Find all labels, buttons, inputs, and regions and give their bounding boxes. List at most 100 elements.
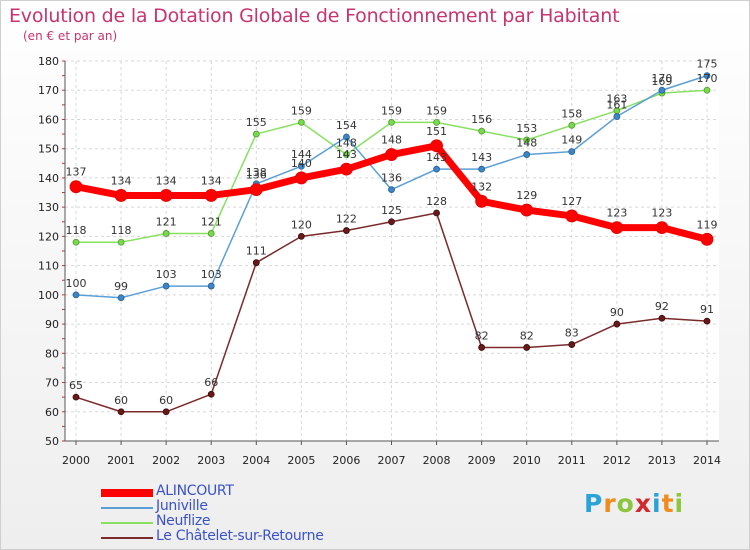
data-label: 65 — [69, 379, 83, 392]
x-tick-label: 2003 — [197, 454, 225, 467]
data-label: 100 — [66, 277, 87, 290]
data-label: 121 — [201, 215, 222, 228]
data-point — [658, 314, 666, 322]
data-point — [433, 165, 440, 173]
y-tick-label: 150 — [38, 143, 59, 156]
y-tick-label: 70 — [45, 377, 59, 390]
data-label: 154 — [336, 119, 357, 132]
proxiti-logo: Proxiti — [584, 489, 684, 518]
data-label: 134 — [111, 174, 132, 187]
data-point — [162, 230, 170, 237]
data-label: 148 — [336, 137, 357, 150]
data-point — [430, 139, 443, 153]
data-label: 136 — [246, 169, 267, 182]
data-point — [703, 72, 711, 80]
data-label: 156 — [471, 113, 492, 126]
data-point — [72, 238, 80, 246]
y-tick-label: 100 — [38, 289, 59, 302]
data-point — [610, 221, 624, 235]
data-point — [207, 282, 215, 290]
data-point — [388, 186, 395, 194]
data-label: 132 — [471, 180, 492, 193]
data-point — [520, 203, 534, 217]
data-point — [207, 230, 215, 237]
legend-swatch-alincourt — [101, 489, 153, 497]
data-point — [72, 393, 80, 401]
data-point — [523, 136, 531, 144]
y-tick-label: 50 — [45, 435, 59, 448]
y-tick-label: 170 — [38, 84, 59, 97]
data-point — [162, 282, 170, 290]
data-point — [523, 344, 531, 351]
data-label: 118 — [66, 224, 87, 237]
y-tick-label: 160 — [38, 113, 59, 126]
data-label: 82 — [475, 329, 489, 342]
data-point — [343, 133, 350, 141]
data-label: 60 — [159, 394, 173, 407]
data-label: 134 — [201, 174, 222, 187]
x-tick-label: 2011 — [558, 454, 586, 467]
data-point — [388, 118, 395, 126]
x-tick-label: 2008 — [423, 454, 451, 467]
x-tick-label: 2000 — [62, 454, 90, 467]
data-point — [159, 189, 173, 202]
data-label: 153 — [516, 122, 537, 135]
data-point — [703, 317, 711, 325]
data-label: 148 — [516, 137, 537, 150]
data-label: 82 — [520, 329, 534, 342]
data-point — [249, 183, 263, 197]
data-point — [117, 238, 125, 246]
data-label: 163 — [606, 93, 627, 106]
x-tick-label: 2001 — [107, 454, 135, 467]
y-tick-label: 80 — [45, 347, 59, 360]
data-label: 120 — [291, 218, 312, 231]
data-label: 123 — [606, 207, 627, 220]
y-tick-label: 120 — [38, 230, 59, 243]
data-label: 144 — [291, 148, 312, 161]
y-tick-label: 130 — [38, 201, 59, 214]
data-label: 137 — [66, 166, 87, 179]
data-label: 151 — [426, 125, 447, 138]
data-label: 128 — [426, 195, 447, 208]
data-point — [700, 232, 714, 246]
x-tick-label: 2002 — [152, 454, 180, 467]
data-label: 129 — [516, 189, 537, 202]
data-point — [207, 390, 215, 398]
x-tick-label: 2005 — [287, 454, 315, 467]
data-point — [478, 165, 486, 173]
data-point — [433, 118, 440, 126]
data-label: 140 — [291, 157, 312, 170]
data-label: 127 — [561, 195, 582, 208]
logo-letter: t — [661, 489, 675, 518]
data-label: 122 — [336, 213, 357, 226]
data-point — [117, 294, 125, 302]
data-point — [385, 148, 398, 161]
data-label: 159 — [291, 104, 312, 117]
legend-swatch-juniville — [101, 507, 153, 509]
data-point — [297, 232, 305, 240]
logo-letter: i — [674, 489, 685, 518]
data-label: 83 — [565, 327, 579, 340]
data-label: 99 — [114, 280, 128, 293]
logo-letter: i — [652, 489, 662, 518]
x-tick-label: 2007 — [378, 454, 406, 467]
legend-label-alincourt: ALINCOURT — [156, 483, 234, 499]
data-label: 170 — [697, 72, 718, 85]
data-point — [568, 148, 576, 156]
data-point — [72, 291, 80, 299]
logo-letter: P — [584, 489, 604, 518]
data-point — [343, 227, 350, 234]
data-point — [340, 162, 353, 176]
data-point — [478, 127, 486, 135]
x-tick-label: 2010 — [513, 454, 541, 467]
data-label: 66 — [204, 376, 218, 389]
data-point — [475, 194, 489, 208]
data-label: 125 — [381, 204, 402, 217]
data-label: 159 — [381, 104, 402, 117]
data-label: 143 — [336, 148, 357, 161]
logo-letter: x — [634, 489, 652, 518]
x-tick-label: 2014 — [693, 454, 721, 467]
data-label: 143 — [426, 151, 447, 164]
